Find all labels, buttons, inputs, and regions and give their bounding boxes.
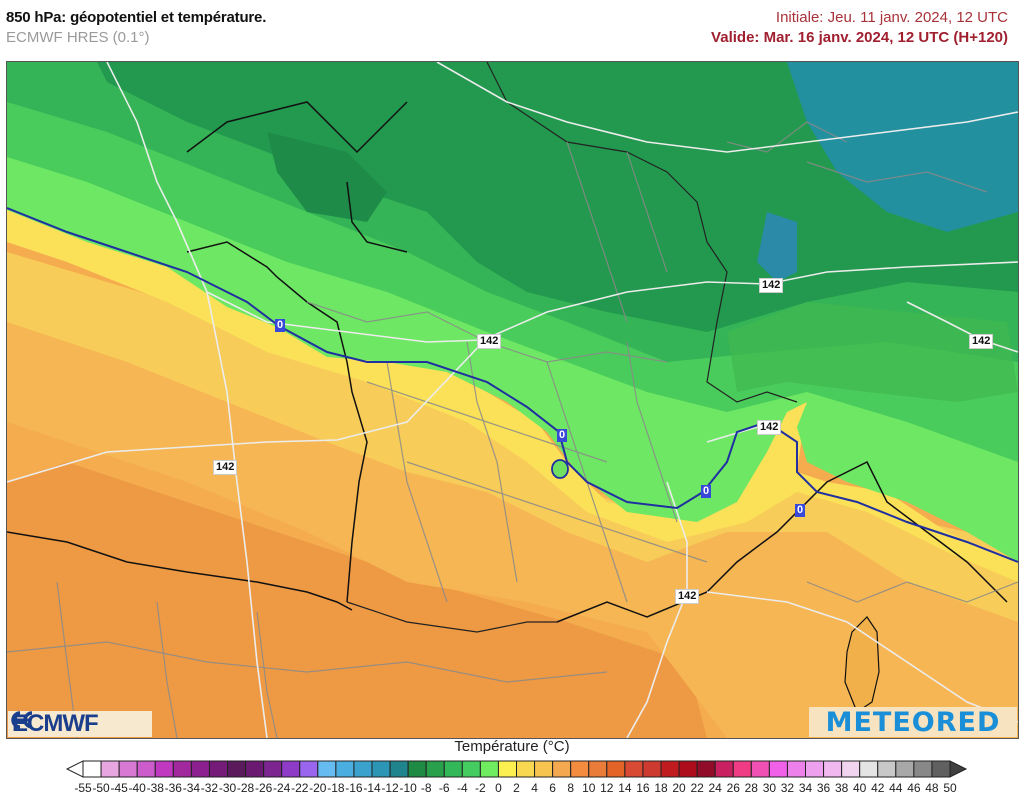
colorbar-tick: 46	[907, 781, 921, 795]
colorbar-svg	[65, 760, 968, 778]
isotherm-label: 0	[557, 429, 568, 442]
map-title: 850 hPa: géopotentiel et température.	[6, 9, 267, 26]
colorbar-tick: 6	[549, 781, 556, 795]
colorbar-tick: 38	[834, 781, 849, 795]
initial-time: Initiale: Jeu. 11 janv. 2024, 12 UTC	[775, 9, 1008, 26]
geopotential-label: 142	[759, 278, 784, 293]
colorbar-tick: -40	[128, 781, 146, 795]
isotherm-label: 0	[701, 485, 712, 498]
colorbar-tick: -45	[110, 781, 128, 795]
colorbar-tick: -22	[291, 781, 309, 795]
colorbar-tick: 4	[531, 781, 538, 795]
colorbar-tick: 14	[618, 781, 632, 795]
colorbar-tick: 16	[636, 781, 650, 795]
colorbar-tick: 18	[654, 781, 668, 795]
colorbar-tick: 8	[567, 781, 575, 795]
colorbar-tick: 30	[762, 781, 777, 795]
meteored-logo-text: METEORED	[825, 706, 1001, 738]
colorbar-tick: 40	[853, 781, 867, 795]
colorbar-tick: -8	[420, 781, 432, 795]
meteored-logo: METEORED	[809, 706, 1017, 738]
ecmwf-mark-icon	[11, 711, 33, 729]
model-name: ECMWF HRES (0.1°)	[6, 29, 150, 46]
colorbar-tick: -32	[200, 781, 219, 795]
colorbar-tick: 28	[744, 781, 758, 795]
ecmwf-logo: ECMWF	[8, 710, 152, 737]
geopotential-label: 142	[675, 589, 700, 604]
colorbar-tick: -20	[309, 781, 327, 795]
geopotential-label: 142	[477, 334, 502, 349]
colorbar-tick: -6	[438, 781, 450, 795]
colorbar-tick: -12	[381, 781, 399, 795]
colorbar-tick: -30	[218, 781, 237, 795]
colorbar-tick: 2	[513, 781, 520, 795]
colorbar-tick: -4	[456, 781, 468, 795]
valid-time: Valide: Mar. 16 janv. 2024, 12 UTC (H+12…	[711, 29, 1008, 46]
legend-title: Température (°C)	[454, 738, 570, 755]
colorbar-tick: -34	[182, 781, 201, 795]
colorbar-tick: -26	[254, 781, 273, 795]
isotherm-label: 0	[275, 319, 286, 332]
colorbar-tick: -14	[363, 781, 381, 795]
colorbar-tick: 36	[816, 781, 831, 795]
colorbar-tick: 24	[708, 781, 722, 795]
colorbar-tick: -10	[399, 781, 417, 795]
colorbar-tick: -55	[74, 781, 92, 795]
colorbar-tick: -50	[92, 781, 110, 795]
colorbar-tick: 10	[582, 781, 596, 795]
colorbar-tick-labels: -55 -50 -45 -40 -38 -36 -34 -32 -30 -28 -26 -24 -22-…	[0, 781, 1024, 797]
colorbar-tick: 0	[495, 781, 502, 795]
isotherm-label: 0	[795, 504, 806, 517]
colorbar-tick: 42	[871, 781, 885, 795]
colorbar-tick: 32	[780, 781, 795, 795]
colorbar-tick: -24	[273, 781, 291, 795]
geopotential-label: 142	[213, 460, 238, 475]
colorbar-tick: 26	[726, 781, 740, 795]
colorbar-tick: 48	[925, 781, 939, 795]
colorbar-tick: 34	[798, 781, 813, 795]
geopotential-label: 142	[757, 420, 782, 435]
colorbar-tick: 50	[943, 781, 957, 795]
colorbar-tick: 12	[600, 781, 614, 795]
geopotential-label: 142	[969, 334, 994, 349]
colorbar-tick: 22	[690, 781, 704, 795]
colorbar-tick: -2	[475, 781, 486, 795]
colorbar-tick: -36	[164, 781, 182, 795]
weather-map[interactable]: 142 142 142 142 142 142 0 0 0 0 ECMWF ME…	[6, 61, 1019, 739]
colorbar-tick: 44	[889, 781, 903, 795]
header-left: 850 hPa: géopotentiel et température. EC…	[6, 8, 266, 48]
colorbar-tick: -18	[327, 781, 345, 795]
colorbar-tick: -38	[146, 781, 164, 795]
colorbar-tick: -16	[345, 781, 363, 795]
colorbar-tick: -28	[236, 781, 255, 795]
temperature-field	[7, 62, 1018, 738]
colorbar-tick: 20	[672, 781, 686, 795]
header-right: Initiale: Jeu. 11 janv. 2024, 12 UTC Val…	[711, 8, 1008, 48]
